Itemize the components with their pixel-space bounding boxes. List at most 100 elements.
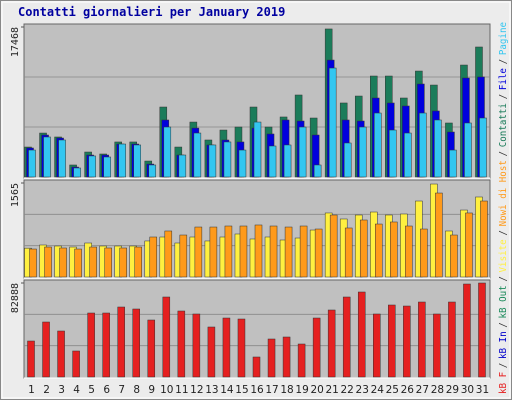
bar xyxy=(435,192,443,278)
bar xyxy=(373,313,381,378)
bar xyxy=(374,112,382,178)
bar xyxy=(43,136,51,178)
x-tick-label: 18 xyxy=(280,384,293,396)
bar xyxy=(102,312,110,378)
bar xyxy=(357,291,366,378)
bar xyxy=(252,356,261,378)
x-tick-label: 8 xyxy=(133,384,140,396)
x-tick-label: 14 xyxy=(220,384,234,396)
bar xyxy=(222,317,231,378)
legend-entry: Contatti xyxy=(498,103,509,147)
bar xyxy=(465,212,473,278)
bar xyxy=(390,221,398,278)
bar xyxy=(403,305,411,378)
bar xyxy=(449,149,457,178)
x-tick-label: 19 xyxy=(295,384,308,396)
x-tick-label: 31 xyxy=(476,384,489,396)
bar xyxy=(254,224,263,278)
bar xyxy=(388,304,396,378)
bar xyxy=(133,144,141,178)
bar xyxy=(418,301,426,378)
bar xyxy=(148,164,157,178)
bar xyxy=(208,144,217,178)
bar xyxy=(163,126,172,178)
bar xyxy=(480,200,488,278)
bar xyxy=(448,301,456,378)
x-tick-label: 17 xyxy=(265,384,278,396)
bar xyxy=(404,132,412,178)
x-tick-label: 24 xyxy=(371,384,385,396)
bar xyxy=(420,228,428,278)
bar xyxy=(29,248,37,278)
x-tick-label: 30 xyxy=(461,384,474,396)
y-tick-label: 82888 xyxy=(10,283,21,313)
bar xyxy=(267,338,276,378)
bar xyxy=(147,319,156,378)
bar xyxy=(328,67,337,178)
legend-entry: kB F xyxy=(498,372,509,394)
bar xyxy=(389,129,397,178)
x-tick-label: 5 xyxy=(88,384,95,396)
bar xyxy=(344,227,353,278)
legend-separator: / xyxy=(498,322,509,328)
bar xyxy=(72,350,80,378)
legend-separator: / xyxy=(498,59,509,65)
y-tick-label: 17468 xyxy=(10,27,21,57)
bar xyxy=(104,247,112,278)
bar xyxy=(239,225,248,278)
bar xyxy=(74,248,82,278)
bar xyxy=(299,225,308,278)
legend-entry: kB In xyxy=(498,331,509,359)
bar xyxy=(237,318,246,378)
x-tick-label: 27 xyxy=(416,384,429,396)
bar xyxy=(450,234,458,278)
bar xyxy=(179,234,188,278)
bar xyxy=(329,214,338,278)
bar xyxy=(463,283,471,378)
bar xyxy=(298,126,307,178)
bar xyxy=(192,313,201,378)
bar xyxy=(88,155,96,178)
x-tick-label: 1 xyxy=(28,384,35,396)
legend-separator: / xyxy=(498,151,509,157)
bar xyxy=(134,246,142,278)
bar xyxy=(313,164,322,178)
bar xyxy=(73,167,81,178)
x-tick-label: 26 xyxy=(401,384,415,396)
chart-title: Contatti giornalieri per January 2019 xyxy=(18,5,285,19)
legend: kB F / kB In / kB Out / Visite / Nowi di Host / Co… xyxy=(498,22,509,394)
bar xyxy=(268,145,277,178)
bar xyxy=(282,336,291,378)
bar xyxy=(194,226,203,278)
bar xyxy=(103,156,111,178)
x-tick-label: 21 xyxy=(325,384,338,396)
bar xyxy=(269,225,278,278)
bar xyxy=(312,317,321,378)
x-tick-label: 7 xyxy=(118,384,125,396)
bar xyxy=(89,246,97,278)
bar xyxy=(284,226,293,278)
bar xyxy=(478,282,486,378)
bar xyxy=(375,223,383,278)
legend-entry: File xyxy=(498,68,509,90)
bar xyxy=(59,247,67,278)
bar xyxy=(342,296,351,378)
x-tick-label: 9 xyxy=(148,384,155,396)
bar xyxy=(28,149,36,178)
y-tick-label: 1565 xyxy=(10,183,21,207)
x-tick-label: 28 xyxy=(431,384,444,396)
x-tick-label: 6 xyxy=(103,384,110,396)
bar xyxy=(132,308,140,378)
legend-separator: / xyxy=(498,363,509,369)
bar xyxy=(253,121,262,178)
bar xyxy=(193,132,202,178)
bar xyxy=(42,321,50,378)
bar xyxy=(117,306,125,378)
bar xyxy=(149,236,158,278)
x-tick-label: 20 xyxy=(310,384,323,396)
bar xyxy=(118,143,126,178)
x-tick-label: 2 xyxy=(43,384,50,396)
bar xyxy=(433,313,441,378)
